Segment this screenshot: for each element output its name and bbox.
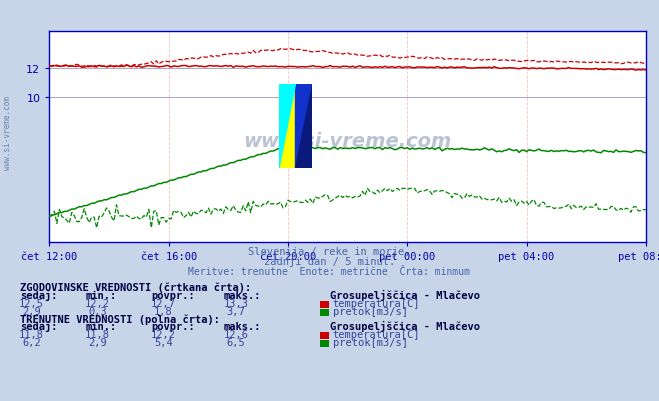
Text: pretok[m3/s]: pretok[m3/s] xyxy=(333,306,408,316)
Text: Slovenija / reke in morje.: Slovenija / reke in morje. xyxy=(248,247,411,257)
Text: 3,7: 3,7 xyxy=(227,306,245,316)
Text: 12,2: 12,2 xyxy=(85,298,110,308)
Text: min.:: min.: xyxy=(86,290,117,300)
Text: 13,3: 13,3 xyxy=(223,298,248,308)
Text: pretok[m3/s]: pretok[m3/s] xyxy=(333,337,408,347)
Text: zadnji dan / 5 minut.: zadnji dan / 5 minut. xyxy=(264,257,395,267)
Text: TRENUTNE VREDNOSTI (polna črta):: TRENUTNE VREDNOSTI (polna črta): xyxy=(20,314,219,324)
Text: 2,9: 2,9 xyxy=(22,306,41,316)
Text: Grosupeljščica - Mlačevo: Grosupeljščica - Mlačevo xyxy=(330,321,480,332)
Text: 12,6: 12,6 xyxy=(223,330,248,340)
Text: maks.:: maks.: xyxy=(224,290,262,300)
Text: sedaj:: sedaj: xyxy=(20,290,57,300)
Text: 11,8: 11,8 xyxy=(19,330,44,340)
Text: 1,8: 1,8 xyxy=(154,306,173,316)
Text: povpr.:: povpr.: xyxy=(152,290,195,300)
Text: min.:: min.: xyxy=(86,322,117,332)
Text: maks.:: maks.: xyxy=(224,322,262,332)
Text: www.si-vreme.com: www.si-vreme.com xyxy=(3,95,13,169)
Text: Grosupeljščica - Mlačevo: Grosupeljščica - Mlačevo xyxy=(330,290,480,300)
Text: 6,2: 6,2 xyxy=(22,337,41,347)
Text: 2,9: 2,9 xyxy=(88,337,107,347)
Text: temperatura[C]: temperatura[C] xyxy=(333,330,420,340)
Text: 12,7: 12,7 xyxy=(151,298,176,308)
Text: ZGODOVINSKE VREDNOSTI (črtkana črta):: ZGODOVINSKE VREDNOSTI (črtkana črta): xyxy=(20,282,251,293)
Text: sedaj:: sedaj: xyxy=(20,321,57,332)
Text: 12,2: 12,2 xyxy=(151,330,176,340)
Text: 5,4: 5,4 xyxy=(154,337,173,347)
Text: 0,3: 0,3 xyxy=(88,306,107,316)
Text: 6,5: 6,5 xyxy=(227,337,245,347)
Text: www.si-vreme.com: www.si-vreme.com xyxy=(243,132,452,151)
Text: povpr.:: povpr.: xyxy=(152,322,195,332)
Text: Meritve: trenutne  Enote: metrične  Črta: minmum: Meritve: trenutne Enote: metrične Črta: … xyxy=(188,267,471,277)
Text: 12,5: 12,5 xyxy=(19,298,44,308)
Text: temperatura[C]: temperatura[C] xyxy=(333,298,420,308)
Text: 11,8: 11,8 xyxy=(85,330,110,340)
